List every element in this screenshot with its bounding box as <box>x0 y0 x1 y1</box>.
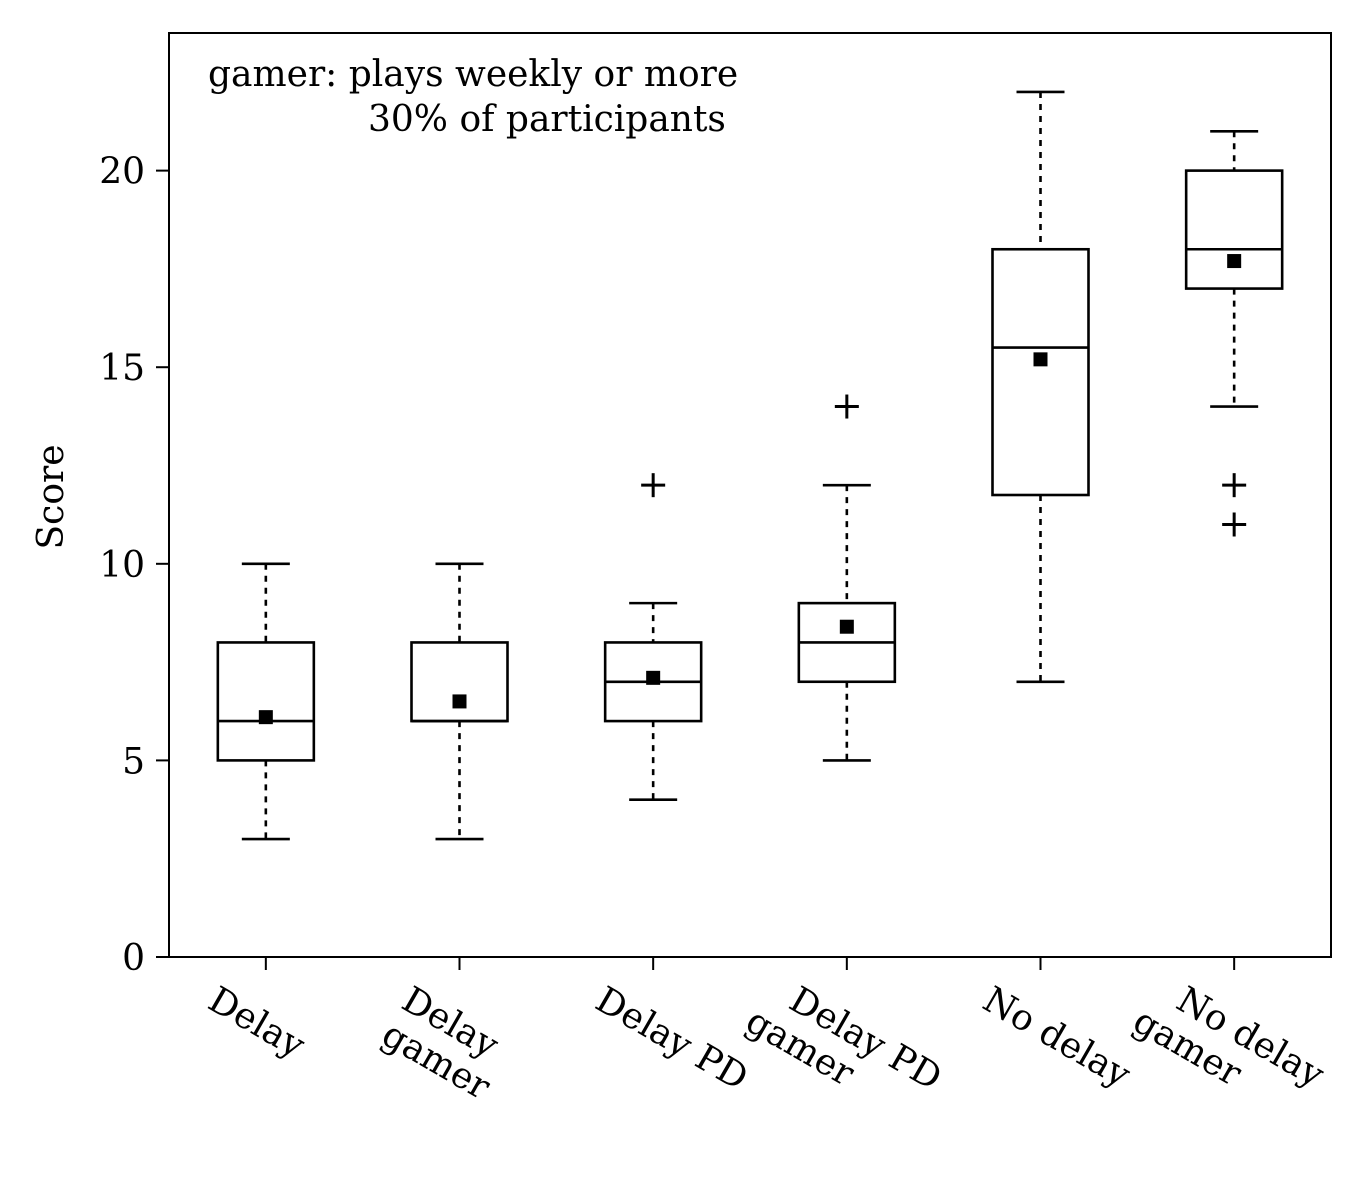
plot-frame <box>168 32 1332 958</box>
box <box>1184 169 1284 290</box>
y-tick-label: 0 <box>122 938 145 979</box>
mean-marker <box>646 670 661 685</box>
outlier-point <box>641 473 666 498</box>
outlier-point <box>1222 473 1247 498</box>
x-category-label: Delaygamer <box>375 979 518 1108</box>
outlier-point <box>1222 512 1247 537</box>
annotation-line-1: gamer: plays weekly or more <box>208 54 738 95</box>
x-category-label: No delaygamer <box>1126 966 1331 1131</box>
box <box>216 641 316 762</box>
box <box>410 641 509 723</box>
mean-marker <box>452 694 467 709</box>
x-category-label: Delay <box>201 979 312 1067</box>
y-tick-label: 20 <box>99 152 145 193</box>
x-category-label: Delay PD <box>589 979 755 1099</box>
y-tick-label: 15 <box>99 348 145 389</box>
y-tick-label: 5 <box>122 741 145 782</box>
plot-area: 0 5 10 15 20 Delay Delaygamer Delay PD Delay PDg… <box>99 32 1332 1134</box>
x-category-label: No delay <box>976 979 1138 1096</box>
y-tick-label: 10 <box>99 545 145 586</box>
mean-marker <box>1227 254 1242 269</box>
outlier-point <box>834 394 859 419</box>
annotation-line-2: 30% of participants <box>368 99 726 140</box>
x-category-label: Delay PDgamer <box>739 966 948 1134</box>
mean-marker <box>1033 352 1048 367</box>
mean-marker <box>839 619 854 634</box>
box <box>991 247 1090 497</box>
y-axis-label: Score <box>31 444 72 549</box>
mean-marker <box>258 710 273 725</box>
